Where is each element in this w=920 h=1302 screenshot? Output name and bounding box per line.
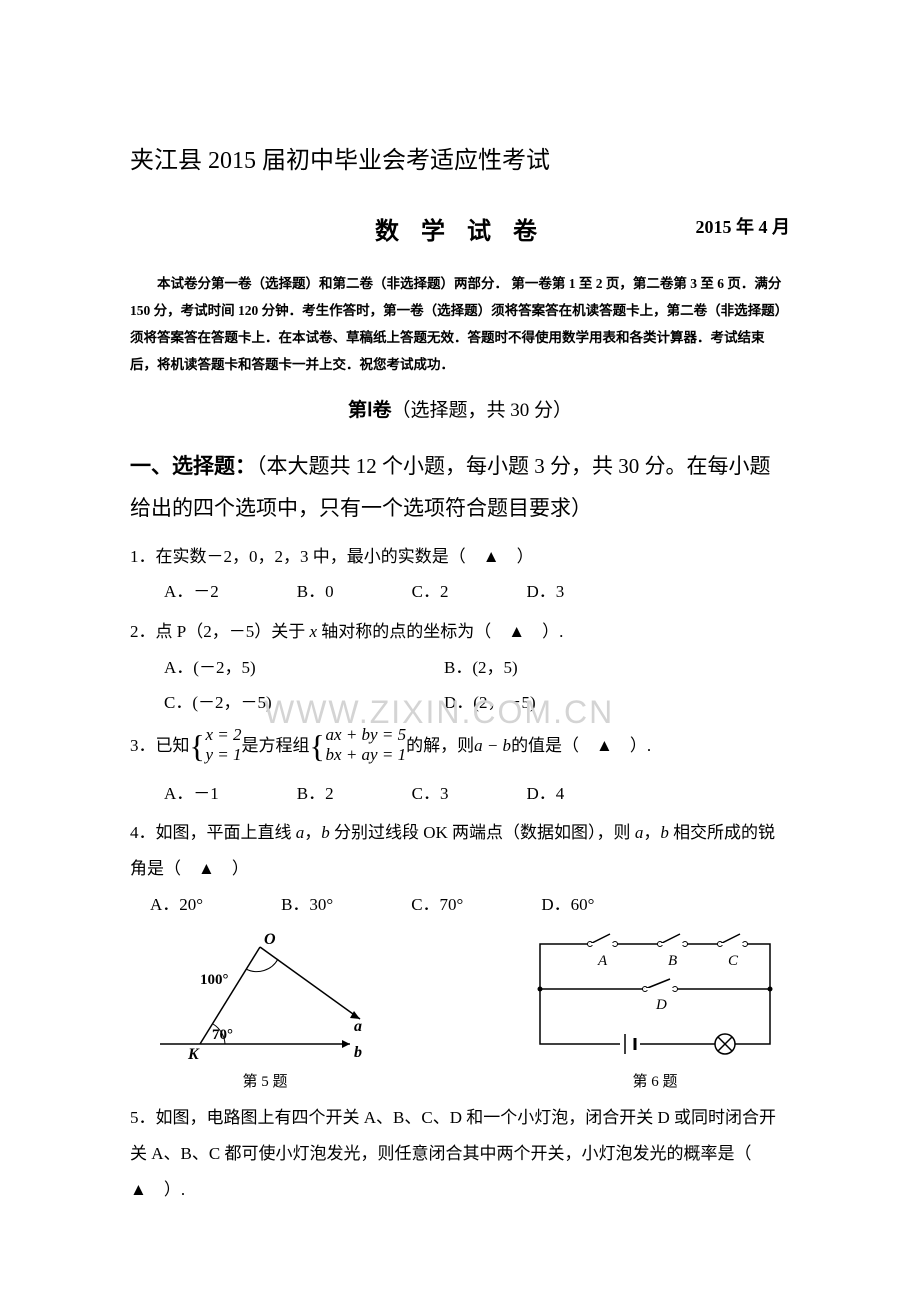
q3-text: 3．已知 { x = 2 y = 1 是方程组 { ax + by = 5 bx… [130, 725, 790, 766]
figures-row: O K a b 100° 70° 第 5 题 [150, 929, 790, 1097]
fig6-c: C [728, 953, 739, 969]
q1-opt-b: B．0 [297, 574, 334, 610]
q3-var1: a − b [474, 728, 511, 764]
fig5-caption: 第 5 题 [150, 1069, 380, 1096]
q1-text: 1．在实数－2，0，2，3 中，最小的实数是（ ▲ ） [130, 539, 790, 575]
q4-mid: 分别过线段 OK 两端点（数据如图），则 [330, 823, 635, 842]
q2-opt-b: B．(2，5) [444, 650, 724, 686]
subtitle-row: 数 学 试 卷 2015 年 4 月 [130, 211, 790, 254]
section-header: 第Ⅰ卷（选择题，共 30 分） [130, 394, 790, 428]
q3-sys1-l2: y = 1 [206, 745, 242, 765]
fig5-angle2: 70° [212, 1027, 233, 1043]
brace-icon: { [190, 725, 205, 766]
q2-post: 轴对称的点的坐标为（ ▲ ）. [317, 622, 563, 641]
q2-opt-c: C．(－2，－5) [164, 685, 444, 721]
q3-sys2: { ax + by = 5 bx + ay = 1 [310, 725, 407, 766]
q4-b: b [321, 823, 330, 842]
question-4: 4．如图，平面上直线 a，b 分别过线段 OK 两端点（数据如图），则 a，b … [130, 815, 790, 922]
q5-text: 5．如图，电路图上有四个开关 A、B、C、D 和一个小灯泡，闭合开关 D 或同时… [130, 1100, 790, 1207]
part-header-bold: 一、选择题： [130, 454, 256, 478]
q2-opt-a: A．(－2，5) [164, 650, 444, 686]
fig6-b: B [668, 953, 677, 969]
q4-b2: b [660, 823, 669, 842]
brace-icon: { [310, 725, 325, 766]
question-1: 1．在实数－2，0，2，3 中，最小的实数是（ ▲ ） A．－2 B．0 C．2… [130, 539, 790, 610]
q3-opt-b: B．2 [297, 776, 334, 812]
question-3: 3．已知 { x = 2 y = 1 是方程组 { ax + by = 5 bx… [130, 725, 790, 811]
part-header: 一、选择题：（本大题共 12 个小题，每小题 3 分，共 30 分。在每小题给出… [130, 445, 790, 529]
q4-c2: ， [643, 823, 660, 842]
q2-var: x [309, 622, 317, 641]
q3-sys1-l1: x = 2 [206, 725, 242, 745]
q4-opt-d: D．60° [541, 887, 594, 923]
exam-date: 2015 年 4 月 [696, 211, 791, 243]
q2-text: 2．点 P（2，－5）关于 x 轴对称的点的坐标为（ ▲ ）. [130, 614, 790, 650]
q3-pre: 3．已知 [130, 728, 190, 764]
circuit-diagram: A B C D [520, 929, 790, 1059]
q1-options: A．－2 B．0 C．2 D．3 [130, 574, 790, 610]
figure-5: O K a b 100° 70° 第 5 题 [150, 929, 380, 1097]
q4-a: a [296, 823, 305, 842]
section-header-bold: 第Ⅰ卷 [348, 400, 392, 421]
q3-opt-a: A．－1 [164, 776, 219, 812]
q3-post2: 的值是（ ▲ ）. [511, 728, 651, 764]
q3-post1: 的解，则 [406, 728, 474, 764]
q3-options: A．－1 B．2 C．3 D．4 [130, 776, 790, 812]
q3-opt-c: C．3 [412, 776, 449, 812]
fig5-label-a: a [354, 1018, 362, 1035]
instructions: 本试卷分第一卷（选择题）和第二卷（非选择题）两部分． 第一卷第 1 至 2 页，… [130, 270, 790, 378]
q1-opt-c: C．2 [412, 574, 449, 610]
q2-opt-d: D．(2，－5) [444, 685, 724, 721]
q3-opt-d: D．4 [526, 776, 564, 812]
q4-pre: 4．如图，平面上直线 [130, 823, 296, 842]
q2-options: A．(－2，5) B．(2，5) C．(－2，－5) D．(2，－5) WWW.… [130, 650, 790, 721]
fig5-label-k: K [187, 1046, 200, 1059]
q4-opt-b: B．30° [281, 887, 333, 923]
q4-text: 4．如图，平面上直线 a，b 分别过线段 OK 两端点（数据如图），则 a，b … [130, 815, 790, 886]
q3-sys2-l2: bx + ay = 1 [326, 745, 407, 765]
question-5: 5．如图，电路图上有四个开关 A、B、C、D 和一个小灯泡，闭合开关 D 或同时… [130, 1100, 790, 1207]
q3-sys1: { x = 2 y = 1 [190, 725, 242, 766]
fig6-caption: 第 6 题 [520, 1069, 790, 1096]
q2-pre: 2．点 P（2，－5）关于 [130, 622, 309, 641]
q4-opt-a: A．20° [150, 887, 203, 923]
q4-options: A．20° B．30° C．70° D．60° [130, 887, 790, 923]
q4-c1: ， [304, 823, 321, 842]
fig6-a: A [597, 953, 608, 969]
q1-opt-d: D．3 [526, 574, 564, 610]
angle-diagram: O K a b 100° 70° [150, 929, 380, 1059]
figure-6: A B C D 第 6 题 [520, 929, 790, 1097]
q4-opt-c: C．70° [411, 887, 463, 923]
q3-sys2-l1: ax + by = 5 [326, 725, 407, 745]
section-header-rest: （选择题，共 30 分） [392, 400, 573, 421]
fig5-angle1: 100° [200, 972, 229, 988]
fig5-label-b: b [354, 1044, 362, 1059]
exam-subtitle: 数 学 试 卷 [375, 211, 545, 254]
fig6-d: D [655, 997, 667, 1013]
q3-mid: 是方程组 [242, 728, 310, 764]
exam-title: 夹江县 2015 届初中毕业会考适应性考试 [130, 140, 790, 183]
question-2: 2．点 P（2，－5）关于 x 轴对称的点的坐标为（ ▲ ）. A．(－2，5)… [130, 614, 790, 721]
q1-opt-a: A．－2 [164, 574, 219, 610]
fig5-label-o: O [264, 931, 276, 948]
